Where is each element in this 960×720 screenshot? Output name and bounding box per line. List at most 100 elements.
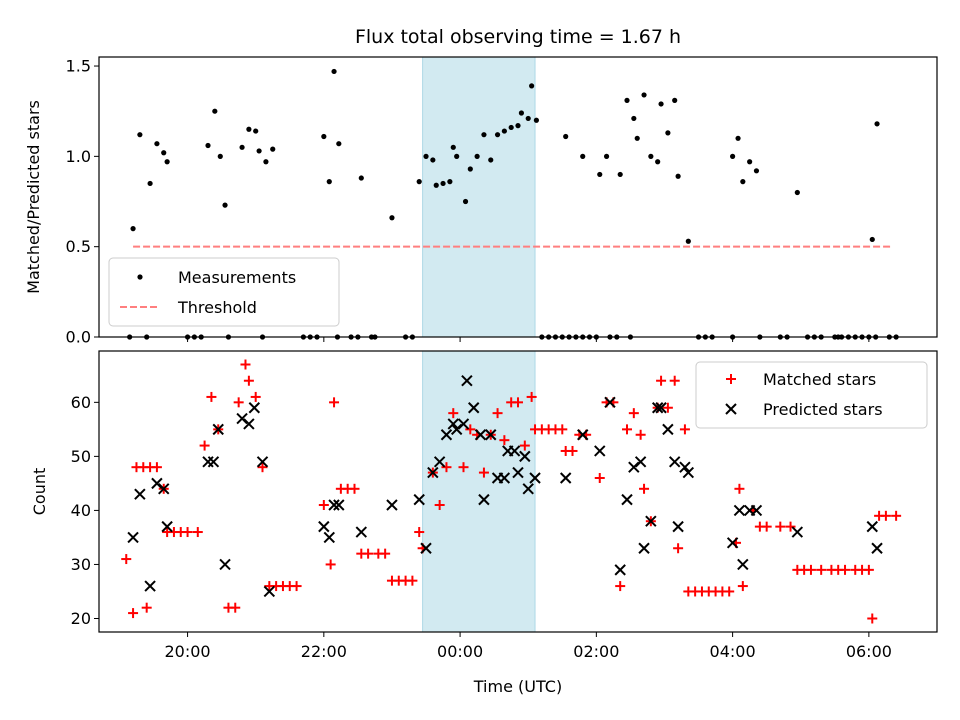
predicted-star-point <box>645 515 657 527</box>
predicted-star-point <box>614 564 626 576</box>
predicted-star-point <box>433 456 446 468</box>
legend-predicted-label: Predicted stars <box>763 400 883 419</box>
measurement-point <box>358 175 364 181</box>
bottom-y-tick-label: 50 <box>71 447 91 466</box>
bottom-y-axis-label: Count <box>30 468 49 516</box>
predicted-star-point <box>651 402 664 414</box>
predicted-star-point <box>508 445 521 457</box>
measurement-point <box>603 153 610 159</box>
measurement-point <box>617 171 623 178</box>
top-legend: Measurements Threshold <box>108 257 340 327</box>
predicted-star-point <box>333 499 345 511</box>
predicted-star-point <box>478 493 490 506</box>
predicted-star-point <box>212 423 224 436</box>
predicted-star-point <box>529 472 541 484</box>
predicted-star-point <box>248 402 261 414</box>
bottom-y-tick-label: 60 <box>71 393 91 412</box>
measurement-point <box>735 135 741 141</box>
measurement-point <box>641 92 647 98</box>
predicted-star-point <box>737 558 749 571</box>
measurement-point <box>239 144 245 150</box>
predicted-star-point <box>485 429 497 441</box>
predicted-star-point <box>457 418 470 430</box>
predicted-star-point <box>866 520 878 533</box>
predicted-star-point <box>662 423 674 436</box>
measurement-point <box>454 153 460 159</box>
measurement-point <box>869 236 875 243</box>
measurement-point <box>740 179 746 185</box>
top-y-ticks: 0.0 0.5 1.0 1.5 <box>66 57 99 347</box>
measurement-point <box>161 150 167 156</box>
top-y-tick-label: 0.5 <box>66 237 91 256</box>
predicted-stars-points <box>127 375 883 598</box>
legend-matched-marker <box>726 374 736 384</box>
predicted-star-point <box>236 412 248 425</box>
predicted-star-point <box>144 580 156 592</box>
predicted-star-point <box>127 531 139 544</box>
predicted-star-point <box>634 456 647 468</box>
predicted-star-point <box>655 402 667 414</box>
legend-measurements-marker <box>137 274 143 280</box>
measurement-point <box>533 117 539 123</box>
bottom-highlight-span <box>422 350 536 633</box>
bottom-axes-frame <box>98 350 938 633</box>
bottom-x-tick-label: 00:00 <box>437 642 483 661</box>
predicted-star-point <box>427 466 439 479</box>
predicted-star-point <box>512 466 524 479</box>
bottom-legend-box <box>695 361 928 429</box>
measurement-point <box>675 173 681 179</box>
bottom-legend: Matched stars Predicted stars <box>695 361 928 429</box>
predicted-star-point <box>733 504 746 517</box>
predicted-star-point <box>682 466 695 479</box>
predicted-star-point <box>594 445 606 457</box>
top-y-tick-label: 1.5 <box>66 57 91 76</box>
bottom-panel: 20 30 40 50 60 20:00 22:00 00:00 02:00 04:00 06:0… <box>30 350 938 696</box>
measurement-point <box>256 148 262 154</box>
measurement-point <box>525 115 531 122</box>
measurement-point <box>501 128 507 134</box>
chart-title: Flux total observing time = 1.67 h <box>355 26 681 48</box>
predicted-star-point <box>519 450 531 463</box>
measurement-point <box>263 159 269 165</box>
measurement-point <box>563 133 569 140</box>
top-x-ticks <box>187 337 870 342</box>
measurement-point <box>450 144 456 150</box>
predicted-star-point <box>447 418 459 430</box>
measurement-point <box>430 157 436 163</box>
bottom-y-tick-label: 20 <box>71 609 91 628</box>
measurement-point <box>462 198 469 205</box>
measurement-point <box>147 180 153 187</box>
measurement-point <box>222 202 228 208</box>
predicted-star-point <box>559 472 572 484</box>
predicted-star-point <box>207 456 220 468</box>
measurement-point <box>336 141 342 147</box>
measurement-point <box>416 179 422 185</box>
bottom-x-ticks: 20:00 22:00 00:00 02:00 04:00 06:00 <box>165 632 892 661</box>
measurement-point <box>474 153 480 159</box>
predicted-star-point <box>498 472 511 484</box>
predicted-star-point <box>161 520 173 533</box>
measurement-point <box>494 132 501 138</box>
measurement-point <box>326 179 332 185</box>
legend-predicted-marker-stroke <box>725 403 737 415</box>
legend-matched-label: Matched stars <box>763 370 876 389</box>
matched-stars-points <box>121 359 902 624</box>
measurement-point <box>433 182 439 188</box>
predicted-star-point <box>621 493 633 506</box>
measurement-point <box>665 130 671 136</box>
predicted-star-point <box>355 526 368 538</box>
measurement-point <box>447 179 453 185</box>
top-y-tick-label: 0.0 <box>66 328 91 347</box>
bottom-y-tick-label: 40 <box>71 501 91 520</box>
measurement-point <box>631 115 637 122</box>
predicted-star-point <box>219 558 231 571</box>
measurement-point <box>154 141 160 147</box>
predicted-star-point <box>386 499 398 511</box>
measurement-point <box>508 124 514 131</box>
bottom-x-tick-label: 22:00 <box>301 642 347 661</box>
predicted-star-point <box>668 456 681 468</box>
bottom-x-tick-label: 06:00 <box>846 642 892 661</box>
predicted-star-point <box>468 402 480 414</box>
measurement-point <box>648 153 654 159</box>
